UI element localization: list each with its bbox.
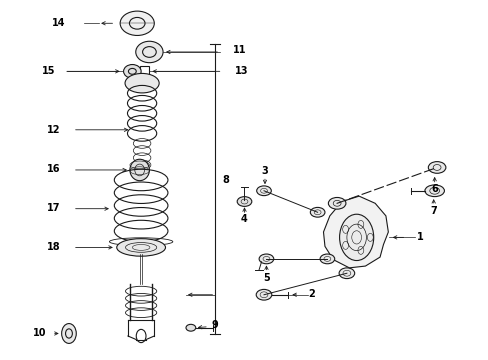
Ellipse shape — [256, 186, 271, 195]
Text: 15: 15 — [41, 66, 55, 76]
Ellipse shape — [338, 268, 354, 279]
Text: 5: 5 — [263, 273, 269, 283]
Text: 4: 4 — [241, 215, 247, 224]
Text: 2: 2 — [308, 289, 315, 299]
Ellipse shape — [125, 73, 159, 93]
Bar — [140, 66, 149, 76]
Ellipse shape — [259, 254, 273, 264]
Text: 9: 9 — [211, 320, 218, 330]
Text: 6: 6 — [430, 184, 437, 194]
Text: 16: 16 — [46, 164, 60, 174]
Ellipse shape — [320, 254, 334, 264]
Text: 13: 13 — [235, 66, 248, 76]
Text: 7: 7 — [429, 206, 436, 216]
Text: 12: 12 — [46, 125, 60, 135]
Ellipse shape — [237, 197, 251, 206]
Ellipse shape — [61, 324, 76, 343]
Text: 11: 11 — [232, 45, 246, 55]
Ellipse shape — [130, 159, 149, 181]
Text: 10: 10 — [33, 328, 46, 338]
Text: 1: 1 — [416, 232, 423, 242]
Ellipse shape — [339, 214, 373, 261]
Ellipse shape — [427, 162, 445, 173]
Ellipse shape — [328, 198, 345, 209]
Text: 17: 17 — [46, 203, 60, 213]
Text: 8: 8 — [222, 175, 229, 185]
Ellipse shape — [123, 64, 141, 78]
Ellipse shape — [185, 324, 195, 331]
Text: 3: 3 — [261, 166, 268, 176]
Ellipse shape — [310, 207, 325, 217]
Ellipse shape — [136, 41, 163, 63]
Ellipse shape — [424, 185, 444, 197]
Text: 14: 14 — [51, 18, 65, 28]
Ellipse shape — [256, 289, 271, 300]
Ellipse shape — [120, 11, 154, 36]
Text: 18: 18 — [46, 242, 60, 252]
Polygon shape — [323, 196, 387, 268]
Ellipse shape — [117, 239, 165, 256]
